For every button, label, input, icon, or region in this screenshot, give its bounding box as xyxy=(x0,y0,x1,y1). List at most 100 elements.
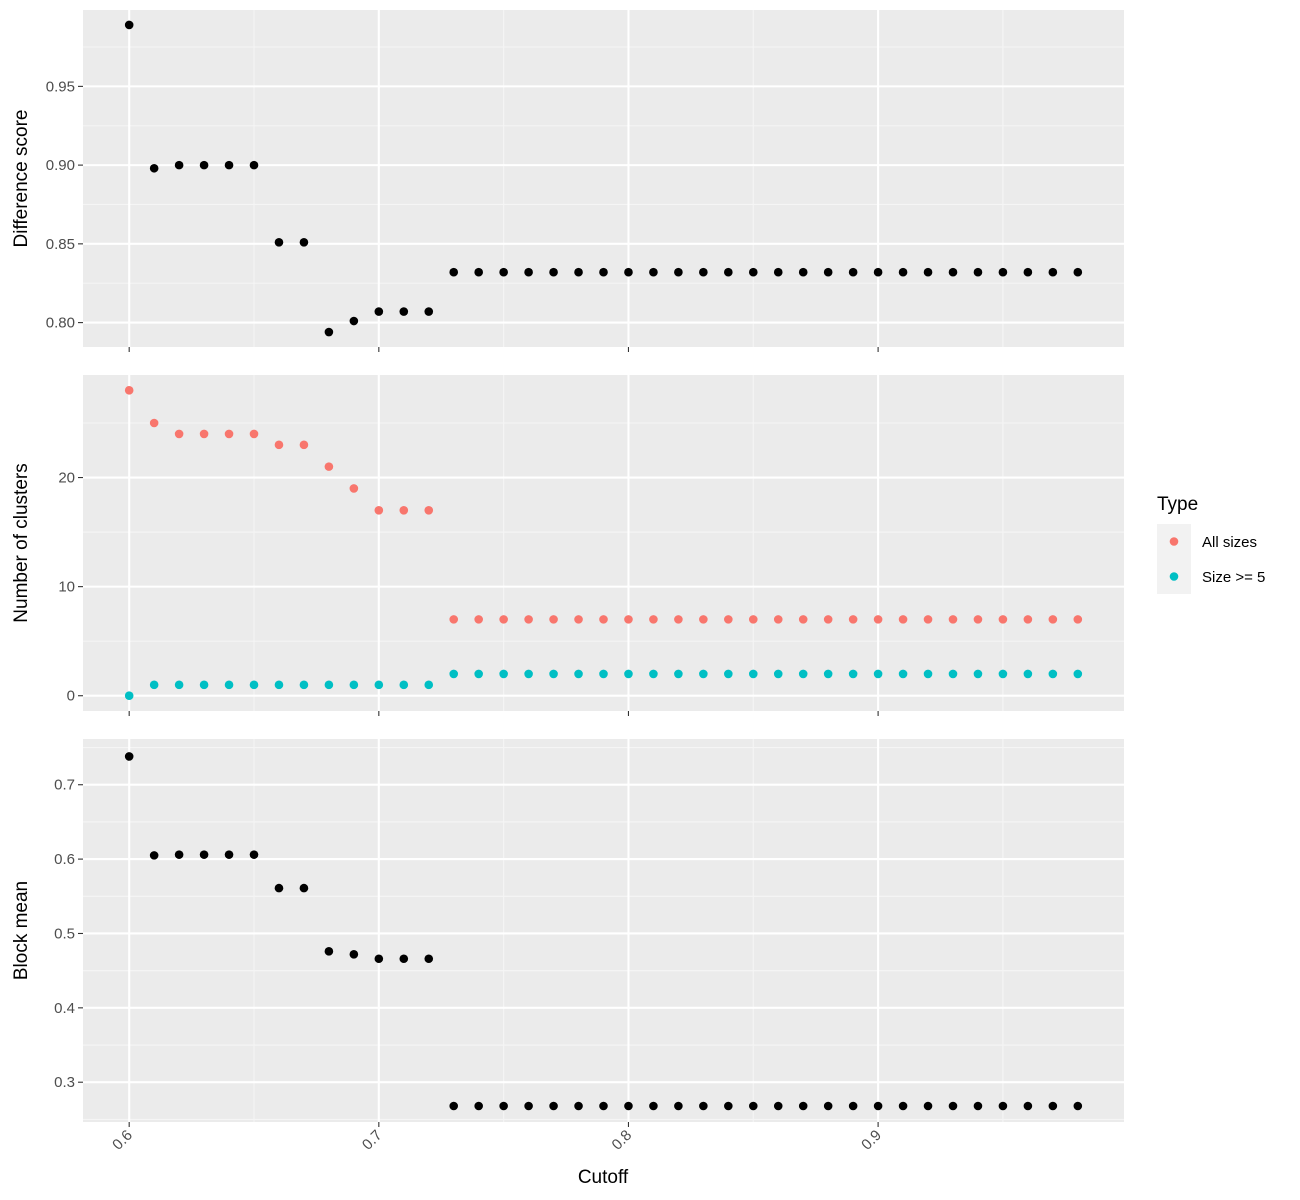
data-point xyxy=(898,669,908,679)
data-point xyxy=(274,883,284,893)
data-point xyxy=(848,267,858,277)
data-point xyxy=(848,615,858,624)
y-tick-label: 20 xyxy=(58,470,75,487)
y-tick-label: 10 xyxy=(58,579,75,596)
data-point xyxy=(474,267,483,277)
y-axis-title: Number of clusters xyxy=(11,463,32,622)
data-point xyxy=(449,1101,459,1111)
data-point xyxy=(549,615,558,624)
data-point xyxy=(724,669,733,679)
data-point xyxy=(124,20,134,30)
data-point xyxy=(649,1101,658,1111)
data-point xyxy=(549,267,558,277)
legend-label: Size >= 5 xyxy=(1202,569,1265,586)
data-point xyxy=(524,267,533,277)
data-point xyxy=(923,267,933,277)
data-point xyxy=(674,615,683,624)
data-point xyxy=(798,267,808,277)
data-point xyxy=(773,669,783,679)
data-point xyxy=(1023,669,1033,679)
data-point xyxy=(1073,669,1083,679)
data-point xyxy=(1048,1101,1058,1111)
data-point xyxy=(923,1101,933,1111)
data-point xyxy=(798,669,808,679)
data-point xyxy=(224,160,234,170)
data-point xyxy=(149,851,159,860)
data-point xyxy=(699,1101,708,1111)
legend-label: All sizes xyxy=(1202,534,1257,551)
data-point xyxy=(848,1101,858,1111)
data-point xyxy=(249,429,259,439)
data-point xyxy=(624,615,633,624)
data-point xyxy=(324,680,334,690)
data-point xyxy=(773,1101,783,1111)
data-point xyxy=(823,669,833,679)
data-point xyxy=(1048,615,1058,624)
data-point xyxy=(624,669,633,679)
data-point xyxy=(1023,615,1033,624)
x-axis-title: Cutoff xyxy=(578,1167,629,1188)
data-point xyxy=(499,615,508,624)
panel-1: 0.80 0.85 0.90 0.95 Difference score xyxy=(11,10,1124,352)
data-point xyxy=(424,954,434,964)
data-point xyxy=(1023,1101,1033,1111)
panel-2: 0 10 20 Number of clusters xyxy=(11,375,1124,716)
data-point xyxy=(923,669,933,679)
data-point xyxy=(299,883,309,893)
legend-title: Type xyxy=(1157,494,1198,515)
y-tick-label: 0.80 xyxy=(46,315,75,332)
y-tick-label: 0.95 xyxy=(46,78,75,95)
data-point xyxy=(424,680,434,690)
data-point xyxy=(174,160,184,170)
series-1 xyxy=(124,752,1083,1111)
data-point xyxy=(699,615,708,624)
data-point xyxy=(998,669,1008,679)
data-point xyxy=(349,949,359,959)
y-tick-label: 0.4 xyxy=(54,1000,75,1017)
data-point xyxy=(973,1101,983,1111)
data-point xyxy=(224,850,234,859)
data-point xyxy=(524,615,533,624)
data-point xyxy=(399,505,409,515)
data-point xyxy=(324,462,334,471)
data-point xyxy=(998,1101,1008,1111)
y-tick-label: 0.6 xyxy=(54,851,75,868)
data-point xyxy=(599,267,608,277)
y-tick-label: 0.7 xyxy=(54,777,75,794)
data-point xyxy=(649,615,658,624)
data-point xyxy=(174,429,184,439)
data-point xyxy=(149,680,159,690)
data-point xyxy=(674,669,683,679)
legend-swatch xyxy=(1169,537,1179,546)
y-tick-label: 0.85 xyxy=(46,236,75,253)
data-point xyxy=(524,1101,533,1111)
data-point xyxy=(674,1101,683,1111)
data-point xyxy=(499,1101,508,1111)
data-point xyxy=(474,1101,483,1111)
data-point xyxy=(823,1101,833,1111)
data-point xyxy=(624,267,633,277)
data-point xyxy=(873,669,883,679)
data-point xyxy=(599,615,608,624)
data-point xyxy=(449,267,459,277)
data-point xyxy=(224,429,234,439)
y-axis-title: Difference score xyxy=(11,110,32,248)
data-point xyxy=(1023,267,1033,277)
y-axis-title: Block mean xyxy=(11,881,32,980)
data-point xyxy=(549,669,558,679)
data-point xyxy=(474,669,483,679)
data-point xyxy=(199,429,209,439)
y-tick-label: 0.90 xyxy=(46,157,75,174)
data-point xyxy=(948,1101,958,1111)
data-point xyxy=(499,669,508,679)
data-point xyxy=(624,1101,633,1111)
data-point xyxy=(973,669,983,679)
x-tick-label: 0.7 xyxy=(359,1127,386,1154)
data-point xyxy=(1073,267,1083,277)
data-point xyxy=(324,947,334,956)
data-point xyxy=(349,484,359,493)
data-point xyxy=(1073,1101,1083,1111)
data-point xyxy=(174,680,184,690)
data-point xyxy=(798,1101,808,1111)
